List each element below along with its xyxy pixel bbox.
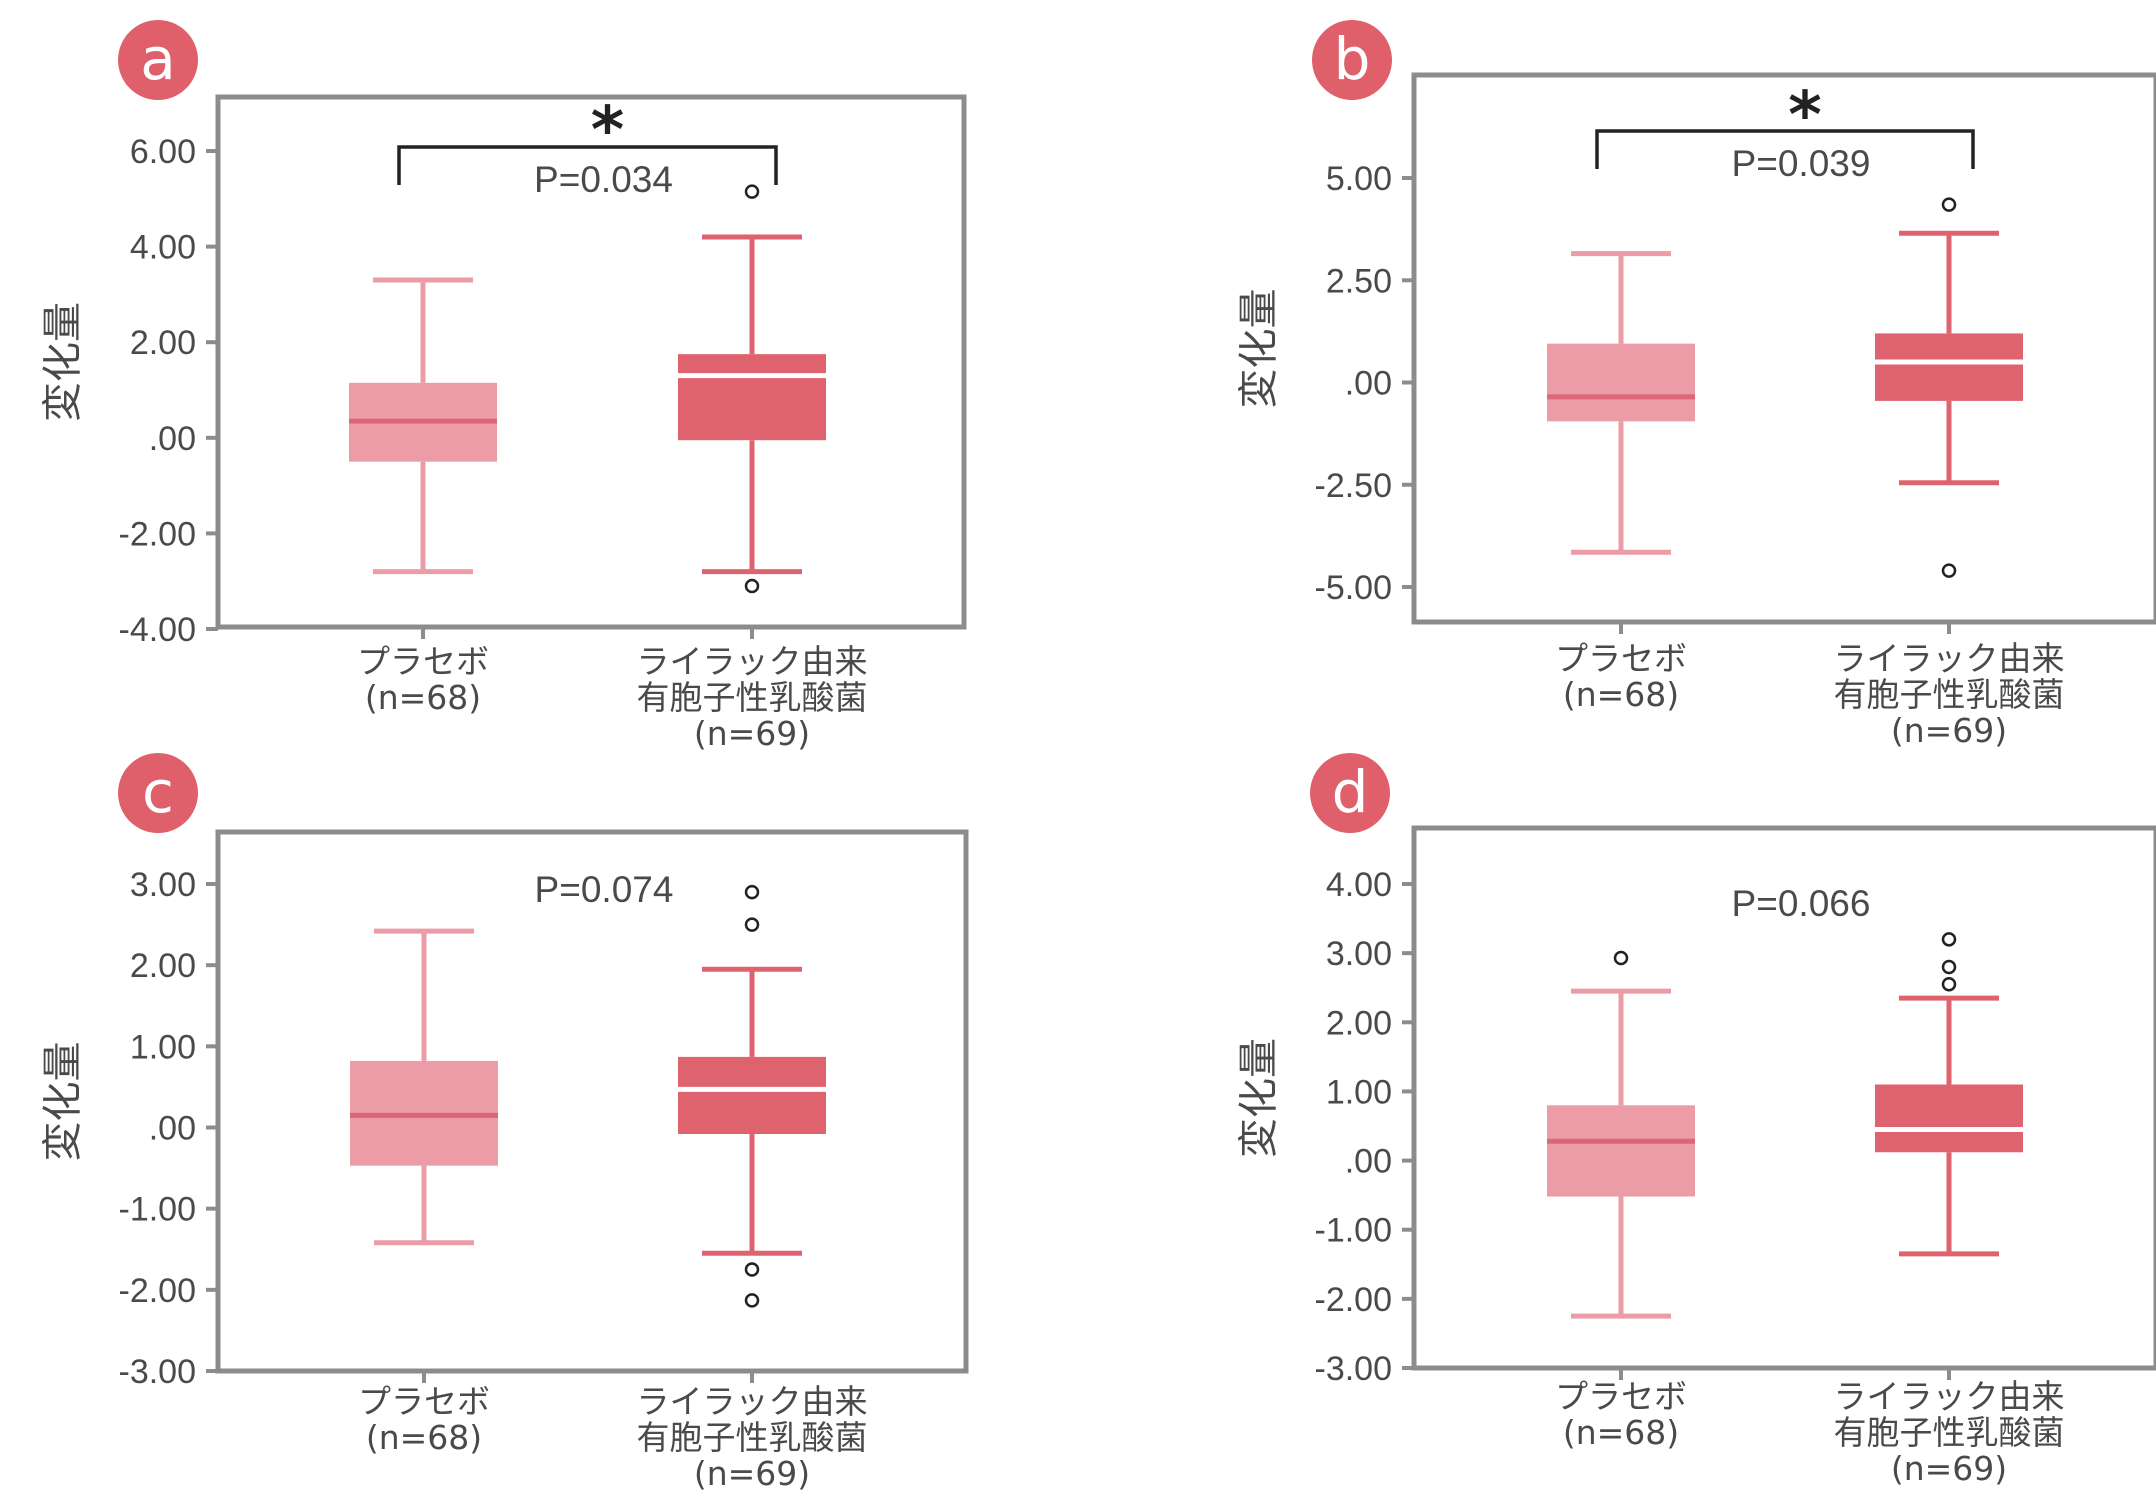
category-label: (n=69) bbox=[694, 1454, 810, 1493]
y-tick-label: 2.00 bbox=[130, 947, 196, 985]
y-tick-label: .00 bbox=[149, 1110, 196, 1148]
panel-badge bbox=[1310, 753, 1390, 833]
box-iqr bbox=[678, 354, 826, 441]
chart-panel-c: 3.002.001.00.00-1.00-2.00-3.00変化量cプラセボ(n… bbox=[40, 753, 969, 1493]
y-tick-label: 2.00 bbox=[1326, 1004, 1392, 1042]
panel-badge bbox=[1312, 20, 1392, 100]
y-tick-label: -2.50 bbox=[1315, 467, 1393, 505]
y-tick-label: 1.00 bbox=[1326, 1073, 1392, 1111]
y-axis-label: 変化量 bbox=[40, 1042, 86, 1162]
panel-badge-label: d bbox=[1332, 758, 1369, 826]
y-tick-label: -3.00 bbox=[119, 1353, 197, 1391]
chart-panel-a: 6.00 4.00 2.00 .00 -2.00 -4.00 変化量 a プラセボ(n=68) ラ… bbox=[40, 20, 967, 753]
outlier-point bbox=[1613, 950, 1629, 966]
y-tick-label: -1.00 bbox=[119, 1191, 197, 1229]
y-tick-label: 6.00 bbox=[130, 133, 196, 171]
category-label: 有胞子性乳酸菌 bbox=[1834, 675, 2065, 714]
box-iqr bbox=[1875, 1084, 2023, 1153]
significance-bracket bbox=[1595, 129, 1975, 169]
y-axis-label: 変化量 bbox=[1236, 1038, 1282, 1158]
y-tick-label: 4.00 bbox=[1326, 866, 1392, 904]
panel-badge-label: b bbox=[1334, 25, 1371, 93]
category-label: プラセボ bbox=[358, 1382, 490, 1421]
category-label: プラセボ bbox=[357, 642, 489, 681]
y-tick-label: -2.00 bbox=[1315, 1281, 1393, 1319]
y-tick-label: -3.00 bbox=[1315, 1350, 1393, 1388]
box-iqr bbox=[678, 1056, 826, 1134]
p-value: P=0.074 bbox=[535, 869, 674, 910]
category-label: (n=68) bbox=[1563, 1413, 1679, 1452]
box-iqr bbox=[1547, 343, 1695, 422]
category-label: (n=68) bbox=[365, 678, 481, 717]
p-value: P=0.039 bbox=[1732, 143, 1871, 184]
significance-marker: * bbox=[591, 94, 624, 168]
category-label: (n=69) bbox=[694, 714, 810, 753]
y-tick-label: 4.00 bbox=[130, 229, 196, 267]
outlier-point bbox=[744, 1262, 760, 1277]
outlier-point bbox=[744, 184, 760, 199]
chart-panel-b: 5.00 2.50 .00 -2.50 -5.00 変化量 b プラセボ(n=68) ライラック… bbox=[1236, 20, 2156, 750]
chart-panel-d: 4.00 3.00 2.00 1.00 .00 -1.00 -2.00 -3.00 変化量 d プラ… bbox=[1236, 753, 2156, 1488]
y-tick-label: 3.00 bbox=[130, 866, 196, 904]
plot-frame bbox=[1411, 825, 2156, 1371]
panel-badge-label: a bbox=[140, 25, 176, 93]
significance-marker: * bbox=[1788, 79, 1821, 153]
y-tick-label: -2.00 bbox=[119, 1272, 197, 1310]
y-tick-label: -4.00 bbox=[119, 611, 197, 649]
y-tick-label: 1.00 bbox=[130, 1028, 196, 1066]
y-tick-label: .00 bbox=[1345, 365, 1392, 403]
outlier-point bbox=[1941, 977, 1957, 992]
y-axis-label: 変化量 bbox=[40, 302, 86, 422]
category-label: ライラック由来 bbox=[1834, 1377, 2065, 1416]
y-axis-label: 変化量 bbox=[1236, 289, 1282, 409]
panel-badge bbox=[118, 20, 198, 100]
y-tick-label: -5.00 bbox=[1315, 569, 1393, 607]
panel-badge-label: c bbox=[142, 758, 174, 826]
category-label: (n=69) bbox=[1891, 711, 2007, 750]
plot-frame bbox=[215, 94, 967, 630]
plot-frame bbox=[1411, 72, 2156, 625]
y-tick-label: .00 bbox=[1345, 1143, 1392, 1181]
outlier-point bbox=[1941, 563, 1957, 578]
category-label: プラセボ bbox=[1555, 639, 1687, 678]
p-value: P=0.034 bbox=[534, 159, 673, 200]
category-label: プラセボ bbox=[1555, 1377, 1687, 1416]
category-label: 有胞子性乳酸菌 bbox=[637, 678, 868, 717]
p-value: P=0.066 bbox=[1732, 883, 1871, 924]
category-label: (n=68) bbox=[1563, 675, 1679, 714]
category-label: 有胞子性乳酸菌 bbox=[637, 1418, 868, 1457]
y-tick-label: 5.00 bbox=[1326, 160, 1392, 198]
y-tick-label: 3.00 bbox=[1326, 935, 1392, 973]
outlier-point bbox=[1941, 959, 1957, 975]
y-tick-label: -1.00 bbox=[1315, 1212, 1393, 1250]
category-label: ライラック由来 bbox=[637, 642, 868, 681]
category-label: ライラック由来 bbox=[637, 1382, 868, 1421]
category-label: ライラック由来 bbox=[1834, 639, 2065, 678]
category-label: (n=68) bbox=[366, 1418, 482, 1457]
outlier-point bbox=[744, 578, 760, 594]
outlier-point bbox=[1941, 932, 1957, 947]
plot-frame bbox=[215, 829, 969, 1374]
outlier-point bbox=[744, 884, 760, 900]
box-iqr bbox=[1875, 333, 2023, 401]
y-tick-label: 2.00 bbox=[130, 324, 196, 362]
significance-bracket bbox=[397, 145, 778, 185]
box-iqr bbox=[1547, 1105, 1695, 1197]
category-label: 有胞子性乳酸菌 bbox=[1834, 1413, 2065, 1452]
outlier-point bbox=[744, 1293, 760, 1308]
outlier-point bbox=[1941, 197, 1957, 212]
y-tick-label: 2.50 bbox=[1326, 262, 1392, 300]
panel-badge bbox=[118, 753, 198, 833]
y-tick-label: .00 bbox=[149, 420, 196, 458]
category-label: (n=69) bbox=[1891, 1449, 2007, 1488]
outlier-point bbox=[744, 917, 760, 932]
y-tick-label: -2.00 bbox=[119, 515, 197, 553]
